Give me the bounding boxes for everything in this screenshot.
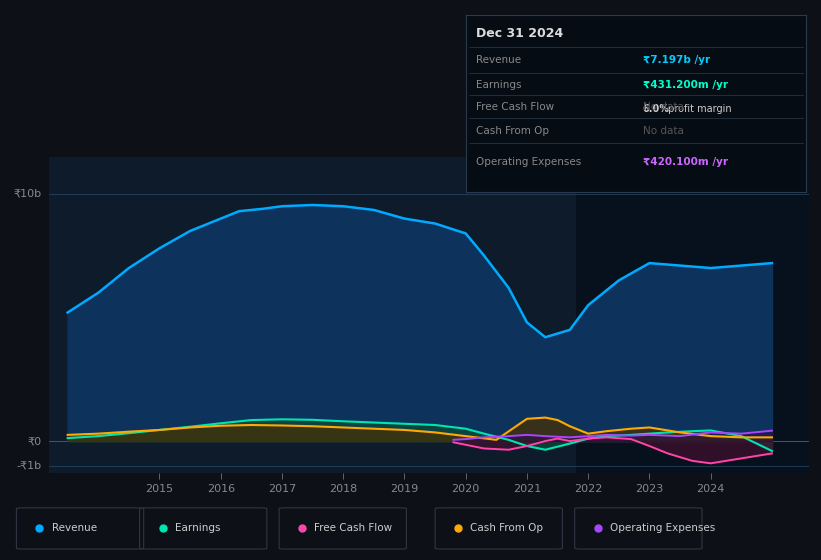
Text: ₹7.197b /yr: ₹7.197b /yr: [643, 55, 710, 65]
Text: profit margin: profit margin: [665, 104, 732, 114]
Text: Revenue: Revenue: [475, 55, 521, 65]
Text: ₹420.100m /yr: ₹420.100m /yr: [643, 157, 727, 166]
Text: No data: No data: [643, 125, 684, 136]
Text: Cash From Op: Cash From Op: [475, 125, 548, 136]
Text: Free Cash Flow: Free Cash Flow: [314, 523, 392, 533]
Text: Earnings: Earnings: [475, 80, 521, 90]
Text: No data: No data: [643, 102, 684, 112]
Text: 6.0%: 6.0%: [643, 104, 670, 114]
Text: Dec 31 2024: Dec 31 2024: [475, 27, 563, 40]
Text: ₹0: ₹0: [28, 436, 42, 446]
Bar: [576, 157, 809, 473]
Text: Free Cash Flow: Free Cash Flow: [475, 102, 554, 112]
Text: Revenue: Revenue: [52, 523, 97, 533]
Text: ₹431.200m /yr: ₹431.200m /yr: [643, 80, 727, 90]
Text: Operating Expenses: Operating Expenses: [475, 157, 581, 166]
Text: Earnings: Earnings: [175, 523, 220, 533]
Text: Cash From Op: Cash From Op: [470, 523, 544, 533]
Text: ₹10b: ₹10b: [13, 189, 42, 199]
Text: Operating Expenses: Operating Expenses: [610, 523, 715, 533]
Text: -₹1b: -₹1b: [16, 461, 42, 471]
